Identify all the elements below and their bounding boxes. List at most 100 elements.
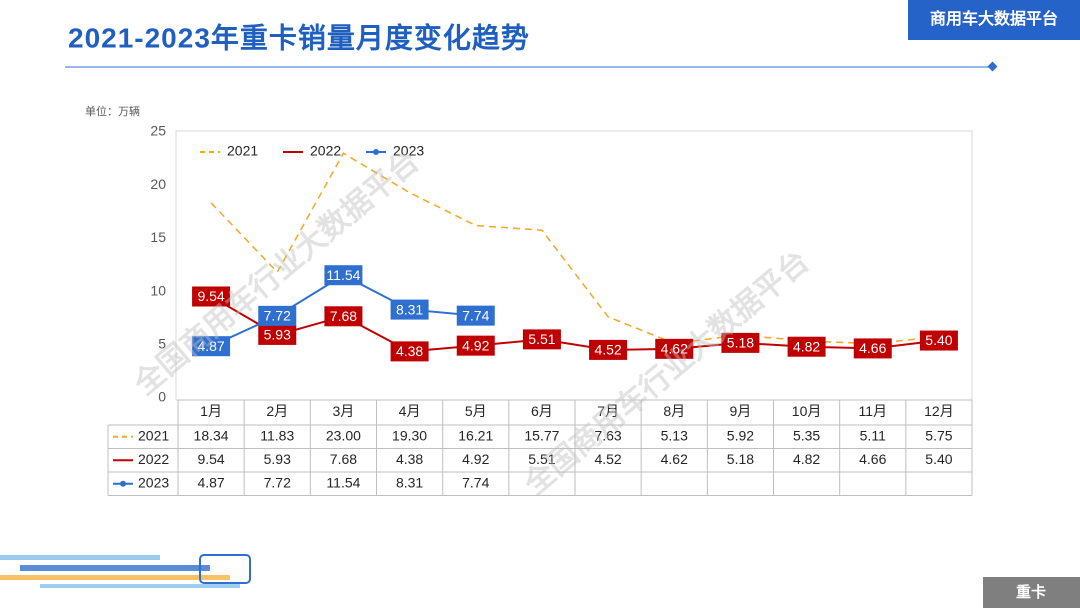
series-line (210, 295, 940, 353)
data-label: 11.54 (326, 267, 360, 283)
data-label: 5.51 (528, 331, 555, 347)
table-cell: 5.13 (661, 427, 688, 443)
data-label-box (258, 305, 297, 326)
brand-text: 商用车大数据平台 (930, 9, 1058, 28)
table-cell: 7.74 (462, 474, 489, 490)
x-tick-label: 9月 (730, 403, 752, 419)
unit-label: 单位：万辆 (85, 104, 140, 118)
data-label: 4.82 (793, 338, 820, 354)
data-label-box (456, 335, 495, 356)
data-label-box (919, 330, 958, 351)
y-tick-label: 20 (150, 176, 166, 192)
data-label: 5.40 (925, 332, 952, 348)
table-cell: 15.77 (524, 427, 559, 443)
table-cell: 11.54 (326, 474, 360, 490)
table-cell: 8.31 (396, 474, 423, 490)
data-label: 7.72 (264, 308, 291, 324)
data-label-box (324, 265, 363, 286)
table-cell: 11.83 (260, 427, 294, 443)
data-label-box (390, 299, 429, 320)
table-cell: 4.66 (859, 451, 886, 467)
table-cell: 5.51 (528, 451, 555, 467)
data-label-box (456, 305, 495, 326)
y-tick-label: 5 (158, 336, 166, 352)
data-label-box (522, 329, 561, 350)
footer-box (983, 577, 1080, 608)
x-tick-label: 7月 (597, 403, 619, 419)
table-cell: 4.92 (462, 451, 489, 467)
table-series-name: 2021 (138, 427, 169, 443)
y-tick-label: 25 (150, 123, 166, 139)
x-tick-label: 1月 (200, 403, 222, 419)
table-cell: 4.38 (396, 451, 423, 467)
x-tick-label: 10月 (792, 403, 822, 419)
legend-marker (373, 149, 379, 155)
table-marker (120, 480, 126, 487)
page-title: 2021-2023年重卡销量月度变化趋势 (68, 21, 530, 53)
data-label: 8.31 (396, 301, 423, 317)
data-label: 5.93 (264, 327, 291, 343)
data-label: 9.54 (197, 288, 224, 304)
brand-box (908, 0, 1080, 40)
x-tick-label: 11月 (858, 403, 887, 419)
data-label-box (258, 324, 297, 345)
table-cell: 5.92 (727, 427, 754, 443)
table-cell: 7.63 (594, 427, 621, 443)
data-label-box (192, 336, 231, 357)
data-label: 4.87 (197, 338, 224, 354)
y-tick-label: 0 (158, 389, 166, 405)
data-label-box (324, 306, 363, 327)
data-label: 5.18 (727, 335, 754, 351)
y-tick-label: 15 (150, 229, 166, 245)
rule-diamond (987, 61, 998, 72)
table-cell: 9.54 (197, 451, 224, 467)
table-cell: 5.18 (727, 451, 754, 467)
data-label-box (787, 336, 826, 357)
table-cell: 7.72 (264, 474, 291, 490)
table-cell: 5.40 (925, 451, 952, 467)
table-cell: 4.87 (197, 474, 224, 490)
data-label: 4.62 (661, 341, 688, 357)
data-label-box (853, 338, 892, 359)
watermark: 全国商用车行业大数据平台 (127, 144, 425, 402)
x-tick-label: 4月 (399, 403, 421, 419)
data-label-box (721, 332, 760, 353)
x-tick-label: 5月 (465, 403, 487, 419)
y-tick-label: 10 (150, 282, 166, 298)
decoration (0, 554, 251, 588)
legend-label: 2023 (393, 143, 424, 159)
data-label-box (192, 286, 231, 307)
table-cell: 18.34 (194, 427, 229, 443)
table-cell: 4.52 (594, 451, 621, 467)
footer-tag: 重卡 (1016, 583, 1046, 601)
x-tick-label: 2月 (266, 403, 288, 419)
table-cell: 4.82 (793, 451, 820, 467)
data-label: 4.66 (859, 340, 886, 356)
data-label-box (589, 339, 628, 360)
data-label-box (390, 341, 429, 362)
x-tick-label: 6月 (531, 403, 553, 419)
table-cell: 5.35 (793, 427, 820, 443)
table-cell: 5.75 (925, 427, 952, 443)
data-label: 4.38 (396, 343, 423, 359)
legend-label: 2022 (310, 143, 341, 159)
data-label: 7.74 (462, 307, 489, 323)
table-cell: 5.11 (860, 427, 886, 443)
table-cell: 4.62 (661, 451, 688, 467)
x-tick-label: 12月 (924, 403, 954, 419)
table-cell: 19.30 (392, 427, 427, 443)
data-label: 4.92 (462, 337, 489, 353)
table-cell: 5.93 (264, 451, 291, 467)
x-tick-label: 3月 (333, 403, 355, 419)
x-tick-label: 8月 (663, 403, 685, 419)
data-label-box (655, 338, 694, 359)
table-series-name: 2022 (138, 451, 169, 467)
table-cell: 16.21 (458, 427, 493, 443)
legend-label: 2021 (227, 143, 258, 159)
table-series-name: 2023 (138, 474, 169, 490)
table-cell: 23.00 (326, 427, 361, 443)
data-label: 4.52 (594, 342, 621, 358)
data-label: 7.68 (330, 308, 357, 324)
table-cell: 7.68 (330, 451, 357, 467)
